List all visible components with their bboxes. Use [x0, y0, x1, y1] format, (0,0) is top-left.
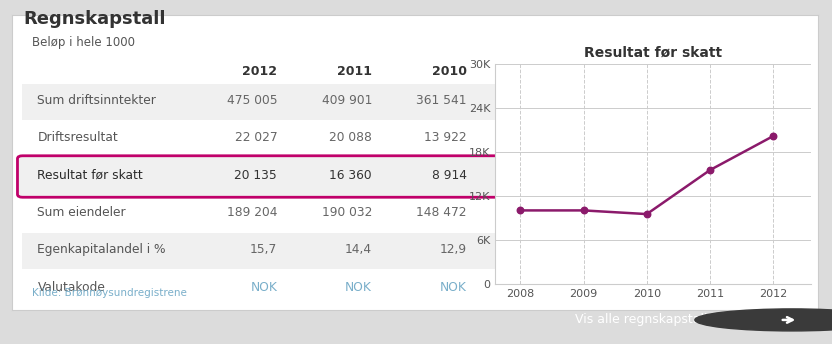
Text: Resultat før skatt: Resultat før skatt: [37, 169, 143, 182]
Point: [703, 167, 716, 173]
Text: Beløp i hele 1000: Beløp i hele 1000: [32, 36, 136, 49]
Text: Vis alle regnskapstall: Vis alle regnskapstall: [576, 313, 708, 326]
Text: 8 914: 8 914: [432, 169, 467, 182]
Point: [640, 211, 653, 217]
Text: 475 005: 475 005: [226, 94, 277, 107]
Text: 148 472: 148 472: [416, 206, 467, 219]
Point: [513, 208, 527, 213]
Text: Sum driftsinntekter: Sum driftsinntekter: [37, 94, 156, 107]
FancyBboxPatch shape: [17, 156, 514, 197]
Text: Valutakode: Valutakode: [37, 281, 106, 293]
Text: 361 541: 361 541: [416, 94, 467, 107]
Text: 190 032: 190 032: [322, 206, 372, 219]
Text: Driftsresultat: Driftsresultat: [37, 131, 118, 144]
Text: Regnskapstall: Regnskapstall: [23, 10, 166, 28]
Text: 2010: 2010: [432, 65, 467, 78]
Text: 409 901: 409 901: [322, 94, 372, 107]
Text: Egenkapitalandel i %: Egenkapitalandel i %: [37, 243, 166, 256]
Text: 20 135: 20 135: [235, 169, 277, 182]
Text: 15,7: 15,7: [250, 243, 277, 256]
Title: Resultat før skatt: Resultat før skatt: [584, 46, 722, 60]
Text: NOK: NOK: [250, 281, 277, 293]
Text: 13 922: 13 922: [424, 131, 467, 144]
Text: Sum eiendeler: Sum eiendeler: [37, 206, 126, 219]
Text: 16 360: 16 360: [329, 169, 372, 182]
Text: 189 204: 189 204: [226, 206, 277, 219]
Text: 22 027: 22 027: [235, 131, 277, 144]
Text: 2011: 2011: [337, 65, 372, 78]
Text: 2012: 2012: [242, 65, 277, 78]
Text: NOK: NOK: [345, 281, 372, 293]
Bar: [22, 234, 509, 269]
Point: [766, 133, 780, 139]
Text: 20 088: 20 088: [329, 131, 372, 144]
Text: NOK: NOK: [440, 281, 467, 293]
Text: Kilde: Brønnøysundregistrene: Kilde: Brønnøysundregistrene: [32, 288, 187, 298]
Text: 12,9: 12,9: [440, 243, 467, 256]
Circle shape: [695, 309, 832, 331]
Point: [577, 208, 590, 213]
Bar: [22, 84, 509, 120]
Text: 14,4: 14,4: [345, 243, 372, 256]
